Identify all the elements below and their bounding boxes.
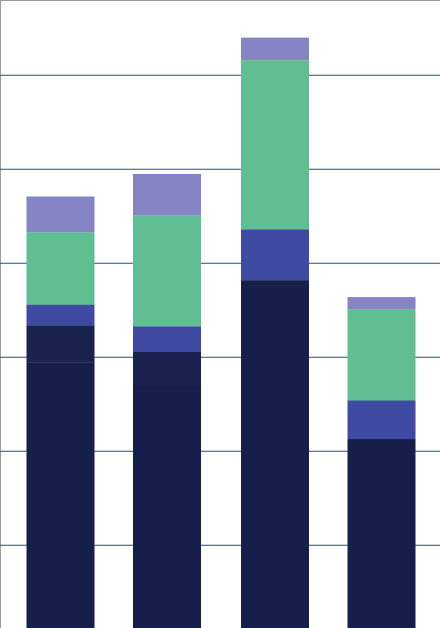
bar-segment [26,362,95,628]
bar-segment [26,232,95,305]
bar-segment [26,325,95,363]
bar-segment [26,196,95,233]
bar-segment [133,173,201,216]
bar-segment [347,439,416,628]
bar-segment [347,400,416,440]
bar-segment [133,326,201,352]
bar-segment [347,297,416,310]
bar-segment [241,60,309,230]
bar-segment [133,215,201,327]
bar-segment [241,280,309,628]
bar-segment [241,229,309,281]
bar-segment [347,309,416,401]
bar-segment [26,304,95,326]
bar-segment [241,37,309,61]
bar-segment [133,351,201,385]
bar-segment [133,384,201,628]
